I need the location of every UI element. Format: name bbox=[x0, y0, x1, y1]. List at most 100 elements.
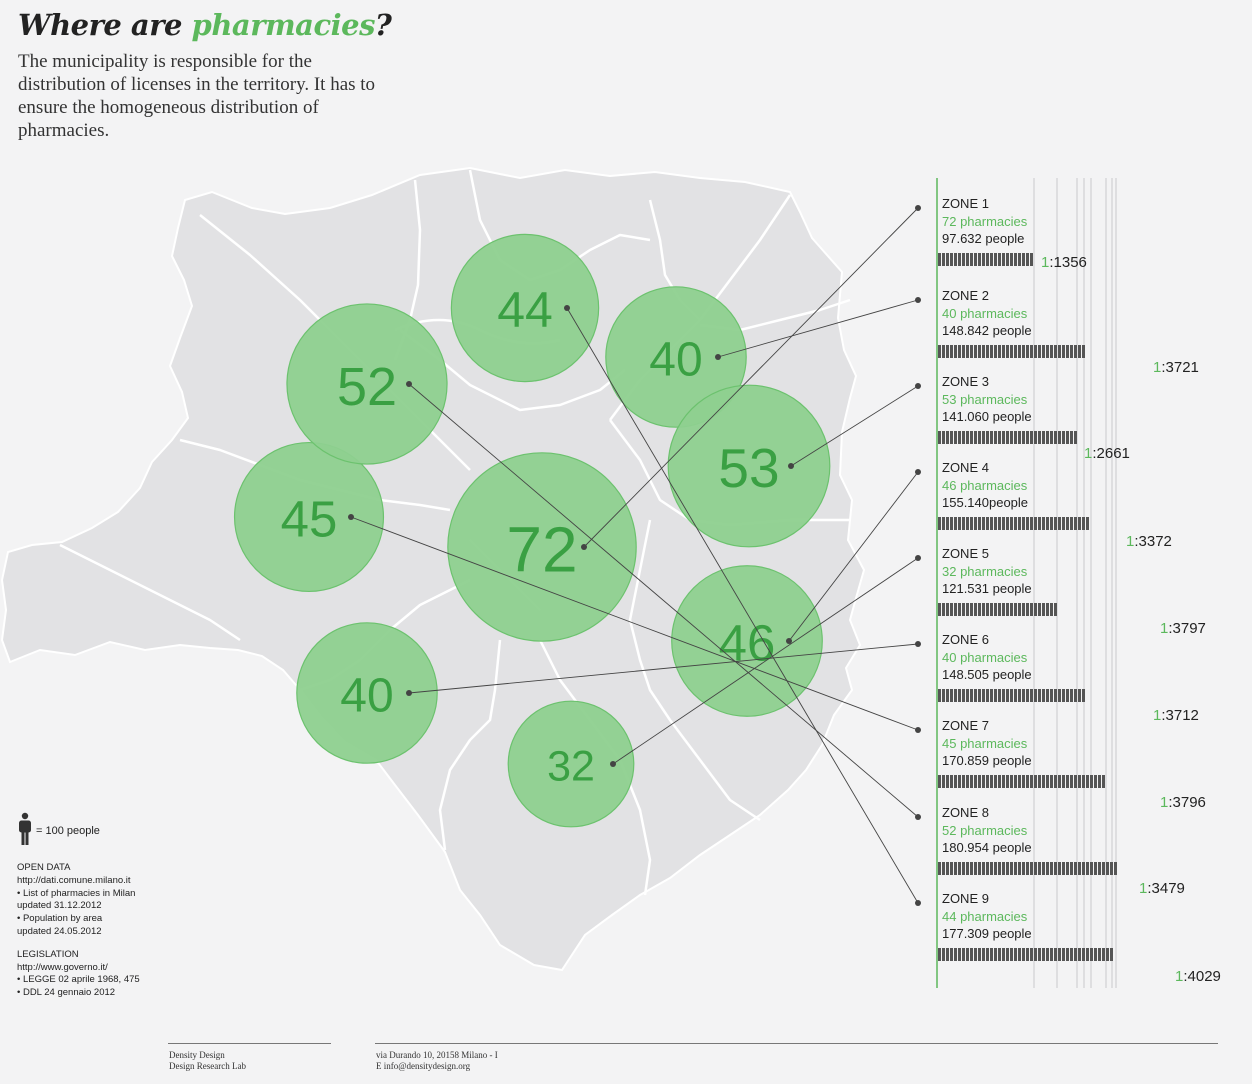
person-mark bbox=[938, 775, 941, 788]
person-mark bbox=[998, 689, 1001, 702]
person-mark bbox=[1014, 948, 1017, 961]
zone-name: ZONE 6 bbox=[942, 632, 989, 647]
bubble-8 bbox=[286, 303, 448, 465]
person-mark bbox=[1078, 948, 1081, 961]
person-mark bbox=[974, 689, 977, 702]
connector-dot-bubble bbox=[715, 354, 721, 360]
person-mark bbox=[1074, 775, 1077, 788]
person-mark bbox=[958, 689, 961, 702]
footer-rule-right bbox=[375, 1043, 1218, 1044]
person-mark bbox=[1014, 517, 1017, 530]
footer-line: Density Design bbox=[169, 1050, 225, 1060]
footer-contact: via Durando 10, 20158 Milano - I E info@… bbox=[376, 1050, 498, 1072]
person-mark bbox=[970, 775, 973, 788]
person-mark bbox=[1062, 948, 1065, 961]
person-mark bbox=[998, 431, 1001, 444]
person-mark bbox=[942, 603, 945, 616]
person-mark bbox=[1106, 948, 1109, 961]
person-mark bbox=[1086, 862, 1089, 875]
footer-line: via Durando 10, 20158 Milano - I bbox=[376, 1050, 498, 1060]
person-mark bbox=[970, 948, 973, 961]
zone-pharmacies: 72 pharmacies bbox=[942, 213, 1028, 229]
person-mark bbox=[1058, 948, 1061, 961]
person-mark bbox=[1054, 431, 1057, 444]
person-mark bbox=[1002, 431, 1005, 444]
person-mark bbox=[1066, 345, 1069, 358]
zone-name: ZONE 1 bbox=[942, 196, 989, 211]
person-mark bbox=[1114, 862, 1117, 875]
person-icon bbox=[19, 812, 31, 845]
person-mark bbox=[978, 689, 981, 702]
person-mark bbox=[974, 253, 977, 266]
person-mark bbox=[1074, 517, 1077, 530]
zone-8-ratio: 1:3479 bbox=[1139, 880, 1185, 897]
person-mark bbox=[954, 431, 957, 444]
person-mark bbox=[1042, 862, 1045, 875]
person-mark bbox=[1082, 862, 1085, 875]
person-mark bbox=[1034, 775, 1037, 788]
zone-people: 170.859 people bbox=[942, 753, 1032, 768]
person-mark bbox=[1018, 431, 1021, 444]
person-mark bbox=[1090, 862, 1093, 875]
person-mark bbox=[1014, 775, 1017, 788]
person-mark bbox=[1082, 775, 1085, 788]
person-mark bbox=[938, 603, 941, 616]
person-mark bbox=[966, 862, 969, 875]
person-mark bbox=[974, 517, 977, 530]
person-mark bbox=[1010, 948, 1013, 961]
person-mark bbox=[1090, 775, 1093, 788]
person-mark bbox=[974, 431, 977, 444]
people-bar bbox=[938, 603, 1057, 616]
connector-line bbox=[790, 385, 919, 467]
zone-2-ratio: 1:3721 bbox=[1153, 359, 1199, 376]
connector-line bbox=[583, 207, 919, 548]
connector-dot-bubble bbox=[786, 638, 792, 644]
zone-1-ratio: 1:1356 bbox=[1041, 254, 1087, 271]
zone-name: ZONE 7 bbox=[942, 718, 989, 733]
person-mark bbox=[1002, 948, 1005, 961]
zone-name: ZONE 5 bbox=[942, 546, 989, 561]
person-mark bbox=[978, 431, 981, 444]
person-mark bbox=[970, 253, 973, 266]
connector-dot-zone bbox=[915, 297, 921, 303]
person-mark bbox=[1026, 253, 1029, 266]
person-mark bbox=[986, 345, 989, 358]
person-mark bbox=[998, 345, 1001, 358]
person-mark bbox=[998, 948, 1001, 961]
person-mark bbox=[990, 517, 993, 530]
person-mark bbox=[966, 603, 969, 616]
person-mark bbox=[986, 948, 989, 961]
open-data-line: updated 31.12.2012 bbox=[17, 900, 102, 912]
person-mark bbox=[1050, 862, 1053, 875]
bubble-label: 40 bbox=[649, 333, 702, 386]
person-mark bbox=[942, 345, 945, 358]
bubble-label: 52 bbox=[337, 357, 397, 417]
bubble-label: 72 bbox=[506, 513, 577, 585]
connector-dot-zone bbox=[915, 641, 921, 647]
person-mark bbox=[994, 253, 997, 266]
person-mark bbox=[1098, 948, 1101, 961]
person-mark bbox=[950, 689, 953, 702]
person-mark bbox=[1014, 253, 1017, 266]
zone-pharmacies: 52 pharmacies bbox=[942, 822, 1028, 838]
person-mark bbox=[1034, 862, 1037, 875]
person-mark bbox=[1066, 775, 1069, 788]
person-mark bbox=[1006, 689, 1009, 702]
person-mark bbox=[1026, 431, 1029, 444]
person-mark bbox=[950, 345, 953, 358]
person-mark bbox=[1018, 603, 1021, 616]
person-mark bbox=[1042, 517, 1045, 530]
person-mark bbox=[1038, 775, 1041, 788]
person-mark bbox=[950, 862, 953, 875]
person-mark bbox=[1050, 689, 1053, 702]
person-mark bbox=[1086, 517, 1089, 530]
bubble-2 bbox=[605, 286, 747, 428]
person-mark bbox=[1022, 603, 1025, 616]
person-mark bbox=[1098, 775, 1101, 788]
person-mark bbox=[1046, 862, 1049, 875]
bubble-5 bbox=[507, 700, 635, 828]
person-mark bbox=[1026, 689, 1029, 702]
zone-6-label: ZONE 6 40 pharmacies 148.505 people bbox=[942, 631, 1032, 684]
legislation-line: http://www.governo.it/ bbox=[17, 961, 108, 973]
zone-4-ratio: 1:3372 bbox=[1126, 533, 1172, 550]
